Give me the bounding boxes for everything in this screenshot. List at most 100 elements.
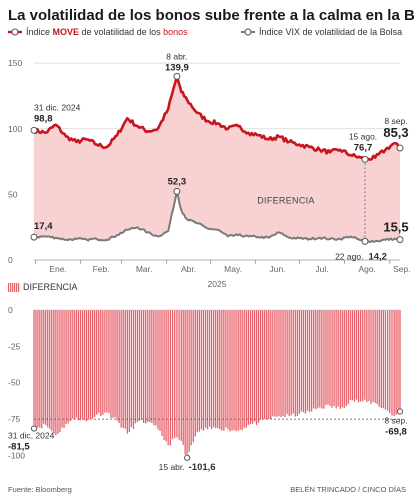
- difference-bar: [85, 310, 88, 422]
- y-tick-label: 0: [8, 255, 13, 265]
- difference-bar: [128, 310, 131, 433]
- vix-end-marker: [396, 236, 404, 244]
- difference-bar: [41, 310, 43, 429]
- point-markers: [30, 72, 404, 245]
- difference-bar: [335, 310, 337, 409]
- diff-end-value: -69,8: [385, 427, 407, 438]
- difference-bar: [315, 310, 317, 410]
- difference-bar: [331, 310, 333, 408]
- difference-bar: [261, 310, 264, 419]
- x-tick-label: Ago.: [358, 264, 376, 274]
- legend: Índice MOVE de volatilidad de los bonos …: [8, 27, 402, 37]
- difference-bar: [313, 310, 315, 409]
- difference-bar: [366, 310, 368, 403]
- legend-move-label: Índice MOVE de volatilidad de los bonos: [26, 27, 188, 37]
- difference-bar: [174, 310, 176, 438]
- difference-bar: [180, 310, 182, 441]
- difference-bar: [288, 310, 290, 417]
- difference-bar: [276, 310, 278, 417]
- difference-bar: [341, 310, 343, 408]
- vix-low-label: 22 ago. 14,2: [335, 251, 387, 262]
- diff-end-date: 8 sep.: [384, 416, 407, 426]
- difference-bar: [323, 310, 325, 409]
- y-tick-label: 0: [8, 305, 13, 315]
- legend-vix-label: Índice VIX de volatilidad de la Bolsa: [259, 27, 402, 37]
- diff-legend-bar: [12, 283, 14, 292]
- difference-bar: [347, 310, 350, 405]
- difference-bar: [391, 310, 393, 416]
- difference-bar: [300, 310, 303, 412]
- difference-bar: [272, 310, 274, 417]
- difference-bar: [370, 310, 372, 404]
- difference-bar: [202, 310, 205, 431]
- difference-bar: [282, 310, 284, 417]
- difference-bar: [290, 310, 292, 416]
- x-tick-label: Sep.: [393, 264, 411, 274]
- difference-bar: [192, 310, 194, 443]
- difference-bar: [384, 310, 387, 410]
- difference-bar: [157, 310, 159, 430]
- difference-bar: [67, 310, 69, 424]
- difference-bar: [134, 310, 137, 424]
- difference-bar: [81, 310, 84, 419]
- top-y-axis: 150 100 50 0: [8, 58, 22, 265]
- move-low-date: 15 ago.: [349, 131, 377, 141]
- difference-bar: [233, 310, 235, 430]
- diff-legend-bar: [18, 283, 20, 292]
- y-tick-label: -50: [8, 378, 21, 388]
- diff-legend-bar: [16, 283, 18, 292]
- difference-bar: [108, 310, 110, 414]
- difference-bar: [149, 310, 151, 423]
- difference-bar: [77, 310, 79, 421]
- difference-bar: [126, 310, 128, 434]
- difference-bar: [165, 310, 167, 442]
- difference-bar: [120, 310, 122, 428]
- difference-bar: [69, 310, 71, 422]
- difference-area: [34, 76, 400, 243]
- x-tick-label: Jul.: [315, 264, 328, 274]
- difference-bar: [296, 310, 298, 417]
- difference-bar: [213, 310, 215, 427]
- difference-bar: [206, 310, 209, 430]
- difference-bar: [399, 310, 401, 412]
- x-tick-label: Feb.: [93, 264, 110, 274]
- difference-bar: [130, 310, 133, 428]
- difference-bar: [257, 310, 260, 423]
- difference-bar: [145, 310, 147, 424]
- difference-bar: [270, 310, 272, 420]
- difference-bar: [337, 310, 339, 407]
- difference-bar: [53, 310, 55, 434]
- difference-bar: [167, 310, 169, 446]
- diff-end-marker: [396, 408, 404, 415]
- difference-bar: [33, 310, 35, 429]
- vix-start-value: 17,4: [34, 221, 53, 232]
- difference-bar: [87, 310, 90, 420]
- y-tick-label: 100: [8, 124, 22, 134]
- diff-legend-bar: [10, 283, 12, 292]
- move-series-line: [32, 75, 401, 161]
- difference-bar: [333, 310, 335, 406]
- difference-bar: [393, 310, 395, 417]
- diff-start-date: 31 dic. 2024: [8, 431, 55, 441]
- difference-bar: [194, 310, 196, 437]
- difference-bar: [182, 310, 184, 445]
- difference-bar: [264, 310, 266, 420]
- difference-bar: [124, 310, 126, 429]
- difference-bar: [286, 310, 288, 415]
- difference-bar: [169, 310, 171, 446]
- difference-bar: [55, 310, 57, 436]
- difference-bar: [155, 310, 157, 426]
- diff-legend: DIFERENCIA: [8, 282, 78, 292]
- difference-bar: [294, 310, 296, 417]
- difference-bar: [325, 310, 327, 406]
- diff-start-marker: [30, 425, 38, 432]
- move-peak-marker: [173, 72, 181, 80]
- difference-bar: [255, 310, 258, 426]
- difference-bar: [302, 310, 305, 413]
- vix-end-value: 15,5: [383, 220, 408, 235]
- move-low-value: 76,7: [354, 142, 373, 153]
- y-tick-label: 50: [8, 189, 18, 199]
- difference-bar: [339, 310, 341, 409]
- difference-bar: [83, 310, 86, 421]
